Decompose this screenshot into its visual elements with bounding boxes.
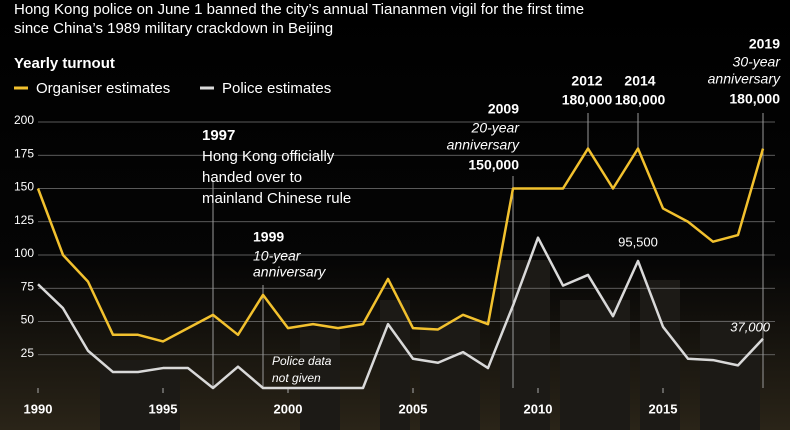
annotation-text: anniversary [253,264,326,280]
annotation-text: 2012 [571,73,602,89]
x-tick-label: 1995 [149,401,178,416]
annotation-text: 2014 [624,73,655,89]
annotation-text: 37,000 [730,319,771,334]
x-tick-label: 1990 [24,401,53,416]
series-line [37,236,764,390]
annotation-text: anniversary [447,137,520,153]
annotation-text: 95,500 [618,234,658,249]
series-line [36,147,765,343]
x-tick-label: 2015 [649,401,678,416]
y-tick-label: 200 [14,113,34,127]
title-line: since China’s 1989 military crackdown in… [14,20,333,37]
annotation-text: 30-year [733,54,782,70]
x-tick-label: 2010 [524,401,553,416]
legend-label: Police estimates [222,80,331,97]
annotation-text: 2019 [749,36,780,52]
y-tick-label: 125 [14,213,34,227]
y-tick-label: 150 [14,180,34,194]
legend-label: Organiser estimates [36,80,170,97]
y-tick-label: 50 [21,313,35,327]
city-silhouette [100,260,760,430]
annotation-text: 150,000 [468,157,519,173]
annotation-text: not given [272,371,321,385]
annotation-text: 2009 [488,101,519,117]
annotation-text: Police data [272,354,332,368]
y-tick-label: 100 [14,246,34,260]
annotation-text: 180,000 [615,92,666,108]
annotation-text: anniversary [708,71,781,87]
title-line: Hong Kong police on June 1 banned the ci… [14,1,584,18]
annotation-text: 10-year [253,248,302,264]
y-tick-label: 175 [14,146,34,160]
annotation-text: 20-year [471,120,521,136]
annotation-text: Hong Kong officially [202,148,335,165]
annotation-text: 1999 [253,229,284,245]
subtitle: Yearly turnout [14,55,115,72]
x-tick-label: 2005 [399,401,428,416]
annotation-text: mainland Chinese rule [202,190,351,207]
annotation-text: 1997 [202,127,235,144]
y-tick-label: 25 [21,346,35,360]
y-tick-label: 75 [21,279,35,293]
annotation-text: 180,000 [729,91,780,107]
x-tick-label: 2000 [274,401,303,416]
annotation-text: 180,000 [562,92,613,108]
annotation-text: handed over to [202,169,302,186]
